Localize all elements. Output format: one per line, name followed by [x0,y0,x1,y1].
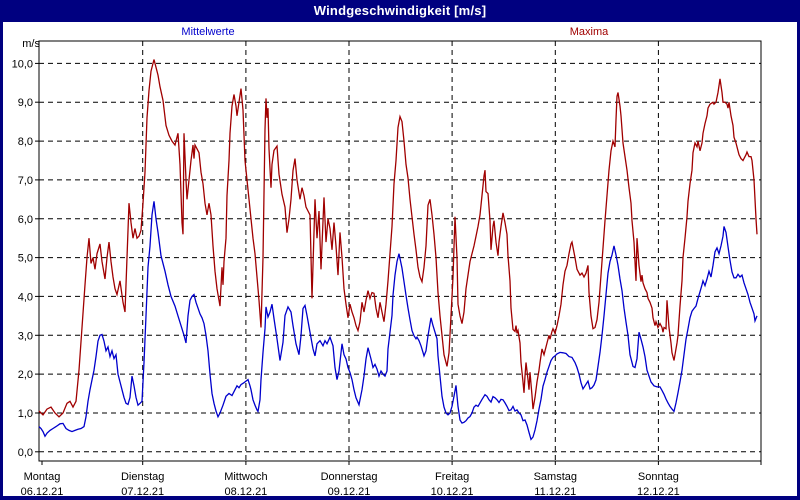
title-bar: Windgeschwindigkeit [m/s] [3,0,797,22]
y-tick-label: 10,0 [12,58,33,70]
date-label: 09.12.21 [328,486,371,498]
y-tick-label: 9,0 [18,97,33,109]
date-label: 07.12.21 [121,486,164,498]
date-label: 06.12.21 [21,486,64,498]
legend-mittelwerte-label: Mittelwerte [181,26,235,38]
y-tick-label: 8,0 [18,136,33,148]
day-label: Samstag [534,471,577,483]
y-tick-label: 1,0 [18,408,33,420]
window-title: Windgeschwindigkeit [m/s] [313,3,487,18]
y-tick-label: 5,0 [18,253,33,265]
y-tick-label: 2,0 [18,369,33,381]
legend-maxima-label: Maxima [569,26,609,38]
date-label: 10.12.21 [431,486,474,498]
day-label: Freitag [435,471,469,483]
day-label: Sonntag [638,471,679,483]
y-tick-label: 6,0 [18,214,33,226]
y-tick-label: 0,0 [18,447,33,459]
y-tick-label: 7,0 [18,175,33,187]
y-axis-unit-label: m/s [22,38,40,50]
mittelwerte-line [38,201,758,441]
day-label: Montag [24,471,61,483]
date-label: 11.12.21 [534,486,576,498]
date-label: 08.12.21 [224,486,267,498]
y-tick-label: 3,0 [18,330,33,342]
day-label: Dienstag [121,471,164,483]
day-label: Donnerstag [321,471,378,483]
date-label: 12.12.21 [637,486,680,498]
y-tick-label: 4,0 [18,291,33,303]
maxima-line [38,59,758,418]
day-label: Mittwoch [224,471,267,483]
plot-frame [38,40,762,462]
